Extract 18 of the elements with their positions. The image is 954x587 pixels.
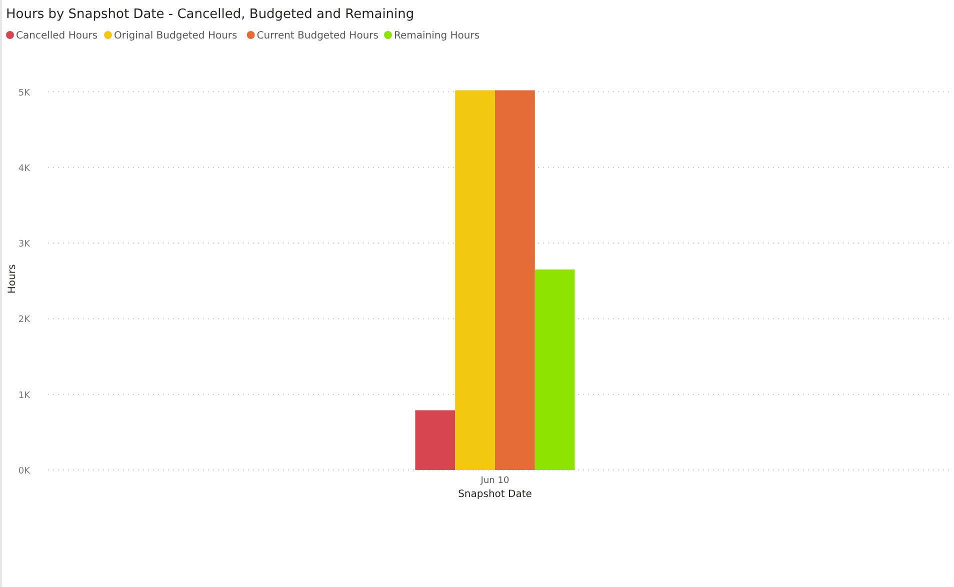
y-tick-label: 3K bbox=[18, 240, 32, 250]
x-tick-label: Jun 10 bbox=[480, 476, 510, 486]
x-axis-title: Snapshot Date bbox=[458, 489, 532, 500]
legend-label: Remaining Hours bbox=[394, 30, 480, 42]
legend-label: Original Budgeted Hours bbox=[114, 30, 238, 42]
legend-label: Cancelled Hours bbox=[16, 30, 98, 42]
bar bbox=[415, 410, 456, 470]
bar bbox=[455, 90, 495, 470]
y-tick-label: 1K bbox=[18, 390, 32, 401]
y-tick-label: 4K bbox=[18, 164, 32, 174]
y-axis-title: Hours bbox=[7, 264, 18, 294]
y-tick-label: 0K bbox=[18, 466, 32, 476]
bar bbox=[495, 90, 535, 470]
bar bbox=[534, 270, 575, 470]
chart-title: Hours by Snapshot Date - Cancelled, Budgeted and Remaining bbox=[6, 7, 414, 22]
legend-label: Current Budgeted Hours bbox=[256, 30, 378, 42]
y-tick-label: 5K bbox=[18, 88, 32, 98]
y-tick-label: 2K bbox=[18, 315, 32, 326]
